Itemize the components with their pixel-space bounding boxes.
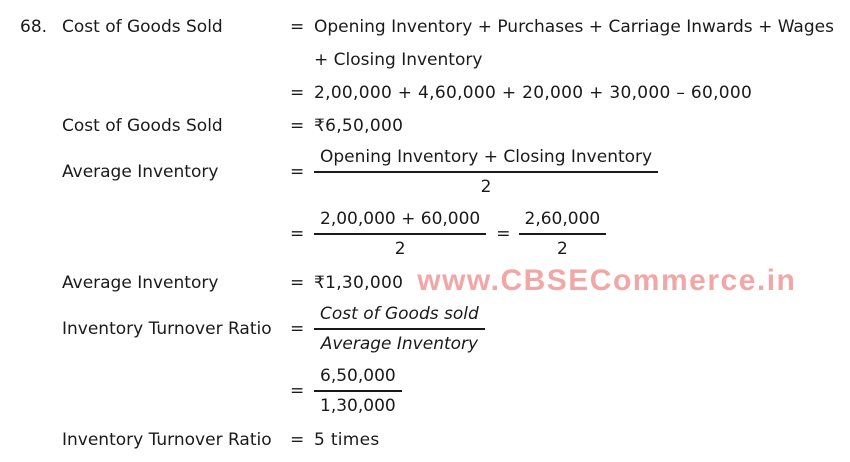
- cogs-formula-line2: + Closing Inventory: [314, 50, 483, 70]
- fraction-denominator: Average Inventory: [320, 334, 479, 354]
- avg-inventory-result-row: Average Inventory = ₹1,30,000 www.CBSECo…: [20, 264, 850, 297]
- equals-sign: =: [290, 17, 305, 37]
- fraction-numerator: 2,00,000 + 60,000: [314, 208, 487, 235]
- turnover-substitution-fraction: 6,50,000 1,30,000: [314, 365, 402, 417]
- fraction-numerator: Cost of Goods sold: [314, 303, 485, 330]
- question-number: 68.: [20, 17, 48, 37]
- fraction-denominator: 2: [394, 239, 406, 259]
- avg-inventory-result-value: ₹1,30,000: [314, 273, 404, 293]
- cogs-result-value: ₹6,50,000: [314, 116, 404, 136]
- cogs-substitution-row: = 2,00,000 + 4,60,000 + 20,000 + 30,000 …: [20, 80, 850, 106]
- turnover-label: Inventory Turnover Ratio: [62, 319, 272, 339]
- fraction-denominator: 2: [556, 239, 568, 259]
- avg-inventory-intermediate-fraction: 2,60,000 2: [518, 208, 607, 260]
- avg-inventory-formula-fraction: Opening Inventory + Closing Inventory 2: [314, 146, 659, 198]
- turnover-formula-fraction: Cost of Goods sold Average Inventory: [314, 303, 485, 355]
- cogs-definition-row: 68. Cost of Goods Sold = Opening Invento…: [20, 14, 850, 40]
- avg-inventory-formula-row: Average Inventory = Opening Inventory + …: [20, 146, 850, 198]
- equals-sign: =: [290, 319, 305, 339]
- equals-sign: =: [290, 116, 305, 136]
- cogs-formula-continuation-row: + Closing Inventory: [20, 47, 850, 73]
- equals-sign: =: [290, 273, 305, 293]
- cogs-formula-line1: Opening Inventory + Purchases + Carriage…: [314, 17, 834, 37]
- turnover-result-value: 5 times: [314, 430, 380, 450]
- cogs-label: Cost of Goods Sold: [62, 17, 223, 37]
- cogs-substitution: 2,00,000 + 4,60,000 + 20,000 + 30,000 – …: [314, 83, 753, 103]
- fraction-denominator: 1,30,000: [320, 396, 396, 416]
- avg-inventory-substitution-fraction: 2,00,000 + 60,000 2: [314, 208, 487, 260]
- watermark: www.CBSECommerce.in: [417, 264, 797, 297]
- equals-sign: =: [496, 224, 511, 244]
- turnover-result-label: Inventory Turnover Ratio: [62, 430, 272, 450]
- cogs-result-label: Cost of Goods Sold: [62, 116, 223, 136]
- turnover-substitution-row: = 6,50,000 1,30,000: [20, 365, 850, 417]
- equals-sign: =: [290, 381, 305, 401]
- avg-inventory-substitution-row: = 2,00,000 + 60,000 2 = 2,60,000 2: [20, 208, 850, 260]
- fraction-denominator: 2: [480, 177, 492, 197]
- fraction-numerator: Opening Inventory + Closing Inventory: [314, 146, 659, 173]
- turnover-result-row: Inventory Turnover Ratio = 5 times: [20, 427, 850, 453]
- equals-sign: =: [290, 430, 305, 450]
- fraction-numerator: 2,60,000: [518, 208, 607, 235]
- equals-sign: =: [290, 162, 305, 182]
- avg-inventory-label: Average Inventory: [62, 162, 219, 182]
- turnover-formula-row: Inventory Turnover Ratio = Cost of Goods…: [20, 303, 850, 355]
- avg-inventory-result-label: Average Inventory: [62, 273, 219, 293]
- fraction-numerator: 6,50,000: [314, 365, 402, 392]
- equals-sign: =: [290, 224, 305, 244]
- cogs-result-row: Cost of Goods Sold = ₹6,50,000: [20, 113, 850, 139]
- equals-sign: =: [290, 83, 305, 103]
